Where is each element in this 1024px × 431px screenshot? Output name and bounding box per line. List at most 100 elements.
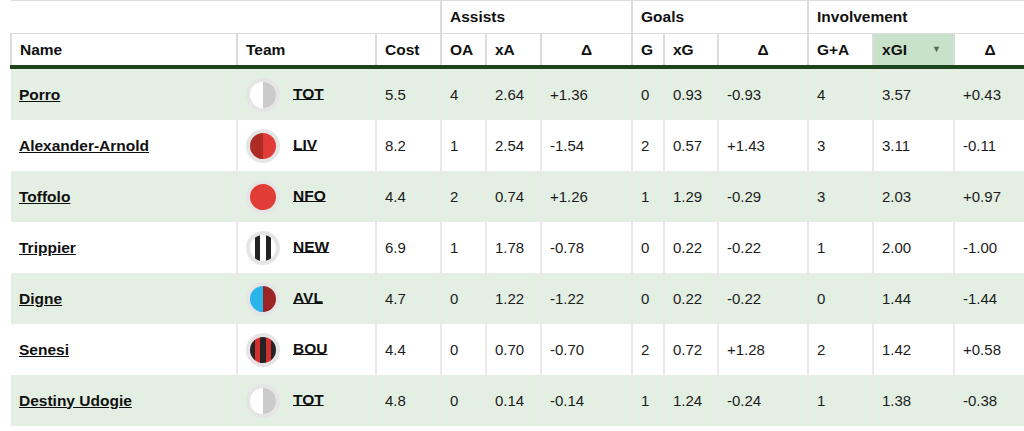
team-badge-icon: [246, 78, 280, 112]
xg-cell: 0.22: [664, 273, 718, 324]
goals-delta-cell: -0.22: [718, 222, 808, 273]
assists-delta-cell: +1.36: [541, 67, 632, 120]
team-link[interactable]: NFO: [293, 186, 326, 203]
g-cell: 0: [632, 273, 664, 324]
team-cell: BOU: [237, 324, 376, 375]
col-header-g[interactable]: G: [632, 34, 664, 68]
team-link[interactable]: LIV: [293, 135, 317, 152]
xg-cell: 0.57: [664, 120, 718, 171]
goals-delta-cell: -0.29: [718, 171, 808, 222]
player-link[interactable]: Digne: [19, 290, 62, 307]
xgi-cell: 2.00: [873, 222, 954, 273]
g-cell: 1: [632, 171, 664, 222]
table-body: Porro TOT 5.5 4 2.64 +1.36 0 0.93 -0.93 …: [11, 67, 1024, 426]
team-link[interactable]: BOU: [293, 339, 327, 356]
team-link[interactable]: AVL: [293, 288, 323, 305]
assists-delta-cell: -1.22: [541, 273, 632, 324]
team-link[interactable]: TOT: [293, 390, 324, 407]
col-header-xa[interactable]: xA: [486, 34, 541, 68]
player-link[interactable]: Alexander-Arnold: [19, 137, 149, 154]
xg-cell: 1.24: [664, 375, 718, 426]
player-link[interactable]: Porro: [19, 86, 60, 103]
involvement-delta-cell: +0.43: [954, 67, 1024, 120]
team-badge-icon: [246, 231, 280, 265]
g-cell: 2: [632, 324, 664, 375]
oa-cell: 2: [441, 171, 486, 222]
cost-cell: 4.4: [376, 171, 441, 222]
oa-cell: 1: [441, 222, 486, 273]
oa-cell: 4: [441, 67, 486, 120]
col-header-xg[interactable]: xG: [664, 34, 718, 68]
g-cell: 0: [632, 67, 664, 120]
team-cell: NEW: [237, 222, 376, 273]
g-cell: 1: [632, 375, 664, 426]
cost-cell: 5.5: [376, 67, 441, 120]
team-link[interactable]: NEW: [293, 237, 329, 254]
xgi-cell: 1.42: [873, 324, 954, 375]
xa-cell: 0.74: [486, 171, 541, 222]
assists-delta-cell: +1.26: [541, 171, 632, 222]
group-header-row: Assists Goals Involvement: [11, 1, 1024, 34]
col-header-cost[interactable]: Cost: [376, 34, 441, 68]
player-link[interactable]: Destiny Udogie: [19, 392, 132, 409]
name-cell: Senesi: [11, 324, 237, 375]
sort-dropdown-icon[interactable]: ▼: [932, 45, 953, 54]
cost-cell: 8.2: [376, 120, 441, 171]
player-link[interactable]: Trippier: [19, 239, 76, 256]
cost-cell: 6.9: [376, 222, 441, 273]
cost-cell: 4.8: [376, 375, 441, 426]
xgi-cell: 3.11: [873, 120, 954, 171]
oa-cell: 1: [441, 120, 486, 171]
ga-cell: 3: [808, 120, 873, 171]
goals-delta-cell: +1.28: [718, 324, 808, 375]
player-link[interactable]: Toffolo: [19, 188, 70, 205]
xgi-cell: 1.38: [873, 375, 954, 426]
xgi-cell: 3.57: [873, 67, 954, 120]
xg-cell: 1.29: [664, 171, 718, 222]
player-link[interactable]: Senesi: [19, 341, 69, 358]
col-header-goals-delta[interactable]: Δ: [718, 34, 808, 68]
assists-delta-cell: -0.78: [541, 222, 632, 273]
goals-delta-cell: -0.22: [718, 273, 808, 324]
col-header-xgi[interactable]: xGI ▼: [873, 34, 954, 68]
xa-cell: 0.70: [486, 324, 541, 375]
col-header-team[interactable]: Team: [237, 34, 376, 68]
team-link[interactable]: TOT: [293, 84, 324, 101]
ga-cell: 1: [808, 375, 873, 426]
team-badge-icon: [246, 129, 280, 163]
oa-cell: 0: [441, 375, 486, 426]
name-cell: Digne: [11, 273, 237, 324]
col-header-assists-delta[interactable]: Δ: [541, 34, 632, 68]
goals-delta-cell: -0.93: [718, 67, 808, 120]
involvement-delta-cell: -0.38: [954, 375, 1024, 426]
table-row: Destiny Udogie TOT 4.8 0 0.14 -0.14 1 1.…: [11, 375, 1024, 426]
team-cell: NFO: [237, 171, 376, 222]
name-cell: Porro: [11, 67, 237, 120]
ga-cell: 4: [808, 67, 873, 120]
col-header-xgi-label: xGI: [882, 41, 907, 59]
table-row: Trippier NEW 6.9 1 1.78 -0.78 0 0.22 -0.…: [11, 222, 1024, 273]
table-row: Porro TOT 5.5 4 2.64 +1.36 0 0.93 -0.93 …: [11, 67, 1024, 120]
oa-cell: 0: [441, 324, 486, 375]
xa-cell: 1.22: [486, 273, 541, 324]
col-header-involvement-delta[interactable]: Δ: [954, 34, 1024, 68]
table-row: Toffolo NFO 4.4 2 0.74 +1.26 1 1.29 -0.2…: [11, 171, 1024, 222]
assists-delta-cell: -0.70: [541, 324, 632, 375]
xgi-cell: 2.03: [873, 171, 954, 222]
col-header-name[interactable]: Name: [11, 34, 237, 68]
table-row: Digne AVL 4.7 0 1.22 -1.22 0 0.22 -0.22 …: [11, 273, 1024, 324]
team-cell: LIV: [237, 120, 376, 171]
g-cell: 2: [632, 120, 664, 171]
col-header-ga[interactable]: G+A: [808, 34, 873, 68]
team-badge-icon: [246, 282, 280, 316]
involvement-delta-cell: -1.00: [954, 222, 1024, 273]
name-cell: Alexander-Arnold: [11, 120, 237, 171]
goals-delta-cell: -0.24: [718, 375, 808, 426]
col-header-oa[interactable]: OA: [441, 34, 486, 68]
xa-cell: 0.14: [486, 375, 541, 426]
involvement-delta-cell: -1.44: [954, 273, 1024, 324]
oa-cell: 0: [441, 273, 486, 324]
name-cell: Toffolo: [11, 171, 237, 222]
cost-cell: 4.7: [376, 273, 441, 324]
xa-cell: 2.64: [486, 67, 541, 120]
